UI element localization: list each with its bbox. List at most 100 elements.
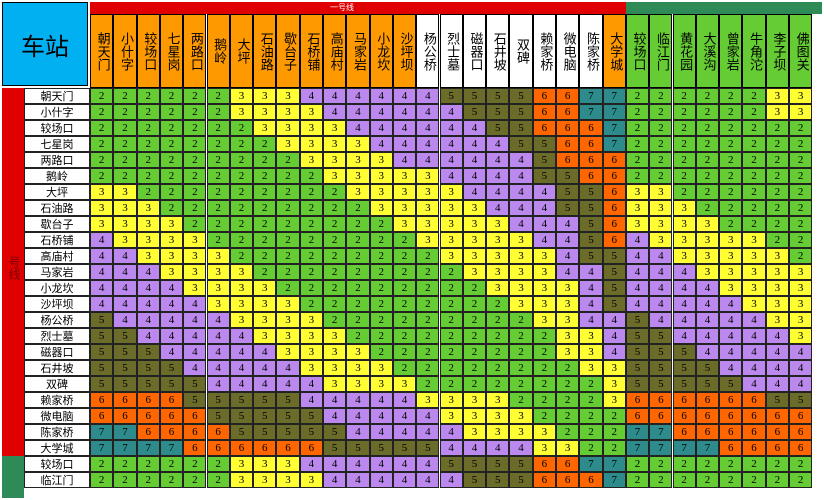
fare-cell: 2 [532,408,556,424]
fare-cell: 4 [649,312,673,328]
fare-cell: 4 [416,152,440,168]
row-label: 赖家桥 [24,392,90,408]
fare-cell: 2 [90,136,114,152]
fare-cell: 4 [183,312,207,328]
fare-cell: 5 [90,328,114,344]
fare-cell: 2 [90,152,114,168]
fare-cell: 2 [276,168,300,184]
fare-cell: 2 [486,296,510,312]
fare-cell: 4 [392,392,417,408]
fare-cell: 2 [672,88,696,104]
fare-cell: 2 [229,184,254,200]
row-label-text: 歇台子 [40,218,74,231]
fare-cell: 6 [556,472,580,488]
fare-cell: 3 [556,280,580,296]
fare-cell: 4 [649,248,673,264]
fare-cell: 2 [579,440,603,456]
fare-cell: 2 [113,104,137,120]
fare-cell: 4 [695,280,720,296]
fare-cell: 2 [649,152,673,168]
fare-cell: 7 [602,88,626,104]
fare-cell: 2 [789,168,813,184]
fare-cell: 3 [229,456,254,472]
fare-cell: 2 [253,184,277,200]
column-header-label: 李子坝 [770,31,786,71]
fare-cell: 4 [392,120,417,136]
fare-cell: 2 [159,136,184,152]
fare-cell: 6 [579,168,603,184]
fare-cell: 6 [602,200,626,216]
fare-cell: 2 [672,472,696,488]
fare-cell: 2 [206,184,230,200]
fare-cell: 3 [486,408,510,424]
fare-cell: 2 [206,200,230,216]
fare-cell: 3 [346,344,370,360]
fare-cell: 6 [229,440,254,456]
column-header-label: 沙坪坝 [397,31,413,71]
fare-cell: 3 [253,280,277,296]
fare-cell: 5 [253,408,277,424]
fare-cell: 4 [253,376,277,392]
fare-cell: 3 [439,392,463,408]
fare-cell: 3 [672,232,696,248]
fare-cell: 3 [439,232,463,248]
fare-cell: 3 [206,280,230,296]
fare-cell: 2 [789,184,813,200]
fare-cell: 6 [136,424,160,440]
fare-cell: 2 [462,296,487,312]
fare-cell: 6 [765,408,789,424]
column-header: 两路口 [183,14,207,88]
fare-cell: 6 [789,408,813,424]
line1-side-bar [2,88,24,456]
fare-cell: 4 [229,344,254,360]
fare-cell: 3 [462,216,487,232]
fare-cell: 4 [765,328,789,344]
row-label: 高庙村 [24,248,90,264]
fare-cell: 4 [579,280,603,296]
fare-cell: 3 [789,280,813,296]
fare-cell: 2 [439,344,463,360]
fare-cell: 5 [625,360,650,376]
fare-cell: 5 [90,312,114,328]
column-header: 石井坡 [486,14,510,88]
fare-cell: 3 [556,312,580,328]
fare-cell: 3 [439,408,463,424]
fare-cell: 2 [392,312,417,328]
fare-cell: 3 [136,248,160,264]
fare-cell: 3 [299,328,323,344]
fare-cell: 4 [625,248,650,264]
fare-cell: 7 [579,456,603,472]
column-header-label: 鹅岭 [211,38,227,64]
fare-cell: 6 [695,392,720,408]
fare-cell: 2 [136,152,160,168]
fare-cell: 2 [532,328,556,344]
fare-cell: 2 [556,408,580,424]
fare-cell: 4 [509,216,533,232]
fare-cell: 2 [206,152,230,168]
fare-cell: 2 [299,200,323,216]
fare-cell: 2 [369,216,393,232]
fare-cell: 5 [649,360,673,376]
fare-cell: 2 [299,232,323,248]
fare-cell: 3 [159,264,184,280]
row-label-text: 磁器口 [40,346,74,359]
fare-cell: 3 [649,184,673,200]
column-header: 微电脑 [556,14,580,88]
fare-cell: 2 [789,472,813,488]
fare-cell: 4 [90,248,114,264]
column-header: 歇台子 [276,14,300,88]
fare-cell: 4 [719,296,743,312]
fare-cell: 5 [486,472,510,488]
fare-cell: 4 [765,360,789,376]
fare-cell: 2 [462,328,487,344]
fare-cell: 6 [206,440,230,456]
fare-cell: 2 [206,120,230,136]
fare-cell: 2 [719,120,743,136]
fare-cell: 2 [742,152,766,168]
fare-cell: 2 [602,440,626,456]
fare-cell: 4 [532,216,556,232]
fare-cell: 5 [113,360,137,376]
fare-cell: 6 [90,392,114,408]
fare-cell: 2 [136,184,160,200]
column-header: 赖家桥 [532,14,556,88]
